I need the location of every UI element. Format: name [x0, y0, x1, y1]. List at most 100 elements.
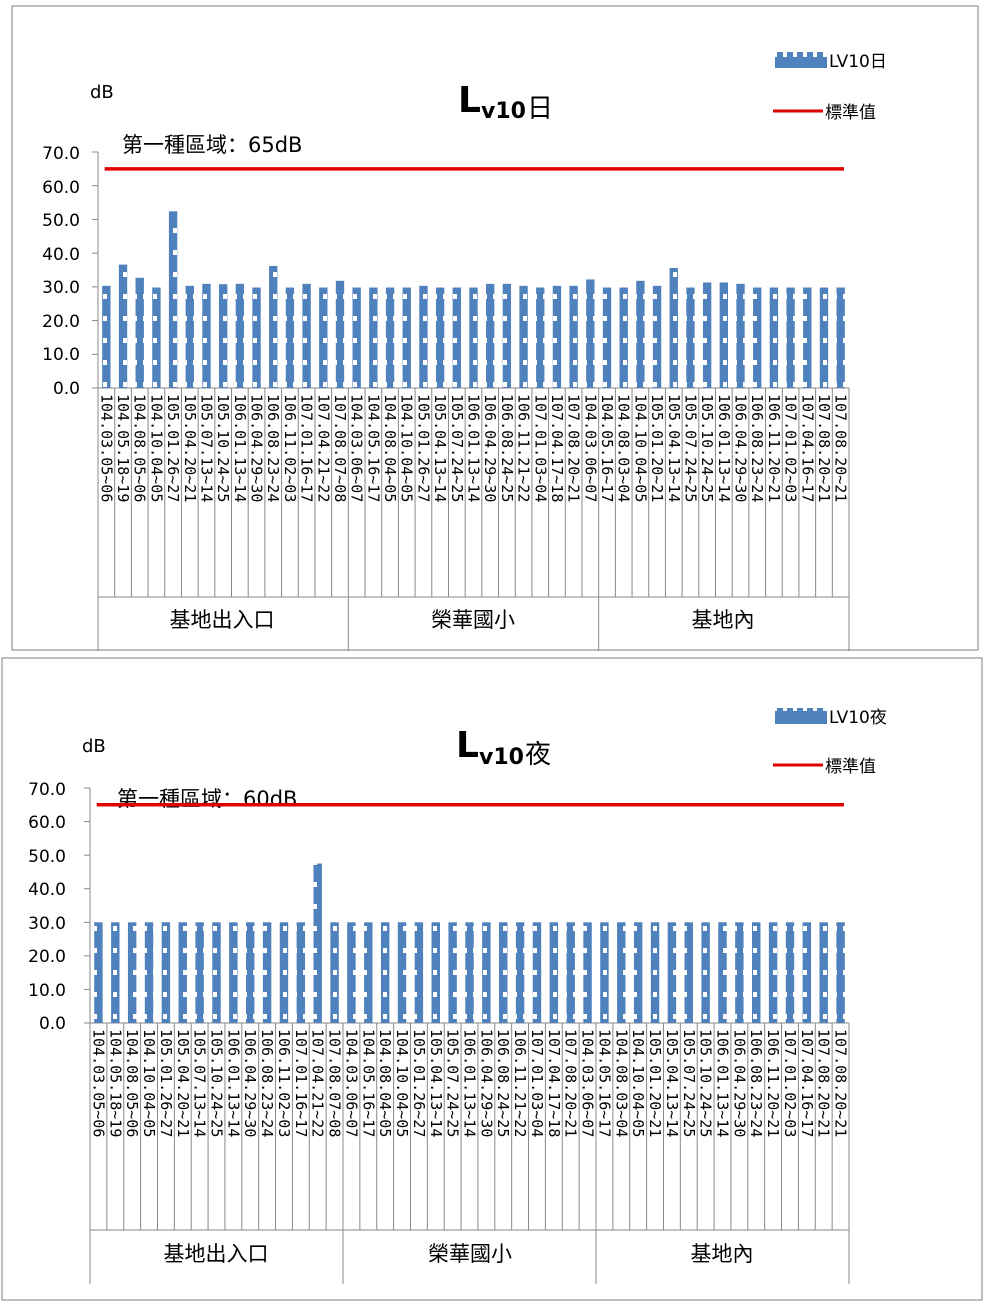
- y-tick-label: 20.0: [28, 947, 66, 967]
- bar: [285, 287, 295, 388]
- x-tick-label: 105.10.24~25: [698, 394, 716, 502]
- x-tick-label: 107.08.20~21: [565, 394, 583, 502]
- bar: [111, 922, 120, 1023]
- x-tick-label: 107.08.20~21: [815, 1029, 833, 1137]
- bar: [419, 285, 428, 388]
- x-tick-label: 105.10.24~25: [214, 394, 232, 502]
- x-tick-label: 106.04.29~30: [241, 1029, 259, 1137]
- x-tick-label: 105.04.13~14: [665, 394, 683, 502]
- group-label: 基地內: [691, 1242, 754, 1266]
- x-tick-label: 104.03.06~07: [348, 394, 366, 502]
- x-tick-label: 106.01.13~14: [465, 394, 483, 502]
- x-tick-label: 107.08.07~08: [331, 394, 349, 502]
- bar: [161, 922, 171, 1023]
- y-tick-label: 30.0: [42, 278, 80, 298]
- bar: [279, 922, 289, 1023]
- x-tick-label: 107.04.17~18: [548, 394, 566, 502]
- bar: [269, 265, 278, 388]
- bar: [218, 284, 228, 388]
- chart-night: L v10 夜 dB LV10夜 標準值 第一種區域：60dB 70.0 60.…: [1, 657, 983, 1301]
- y-axis-unit: dB: [90, 82, 114, 103]
- bar: [469, 287, 478, 388]
- x-tick-label: 104.05.16~17: [364, 394, 382, 502]
- x-tick-label: 105.07.24~25: [680, 1029, 698, 1137]
- legend-series-label: LV10夜: [829, 708, 887, 728]
- bar: [302, 283, 311, 388]
- bar: [519, 285, 528, 388]
- bar: [836, 922, 845, 1023]
- bar: [752, 922, 761, 1023]
- x-tick-label: 106.08.23~24: [748, 394, 766, 502]
- x-tick-label: 107.01.03~04: [531, 394, 549, 502]
- bar: [465, 922, 474, 1023]
- bar: [633, 922, 643, 1023]
- y-tick-label: 10.0: [42, 345, 80, 365]
- bar: [515, 922, 525, 1023]
- bar: [735, 922, 744, 1023]
- chart-title: L v10 日: [458, 80, 553, 124]
- x-tick-label: 107.08.07~08: [326, 1029, 344, 1137]
- bar: [549, 922, 559, 1023]
- bar: [566, 922, 575, 1023]
- bar: [718, 922, 727, 1023]
- x-tick-label: 106.11.02~03: [281, 394, 299, 502]
- legend-standard-label: 標準值: [825, 757, 876, 777]
- x-tick-label: 107.04.17~18: [545, 1029, 563, 1137]
- bar: [736, 283, 745, 388]
- x-tick-label: 105.07.13~14: [191, 1029, 209, 1137]
- bar: [118, 264, 128, 388]
- chart-panel-day: L v10 日 dB LV10日 標準值 第一種區域：65dB 70.0 60.…: [11, 5, 979, 651]
- x-tick-label: 107.08.20~21: [562, 1029, 580, 1137]
- x-tick-label: 105.04.13~14: [431, 394, 449, 502]
- bar: [262, 922, 272, 1023]
- x-tick-label: 105.01.26~27: [410, 1029, 428, 1137]
- bar: [385, 287, 395, 388]
- bar: [364, 922, 373, 1023]
- bar: [252, 287, 261, 388]
- x-tick-label: 104.08.05~06: [131, 394, 149, 502]
- x-tick-label: 105.04.20~21: [181, 394, 199, 502]
- bar: [397, 922, 407, 1023]
- bar: [667, 922, 677, 1023]
- x-tick-label: 104.08.03~04: [615, 394, 633, 502]
- x-tick-label: 104.05.16~17: [595, 1029, 613, 1137]
- bar: [94, 922, 103, 1023]
- bar: [347, 922, 356, 1023]
- x-tick-label: 104.10.04~05: [629, 1029, 647, 1137]
- x-tick-label: 105.10.24~25: [697, 1029, 715, 1137]
- y-axis-ticks: 70.0 60.0 50.0 40.0 30.0 20.0 10.0 0.0: [42, 144, 80, 399]
- bar: [819, 922, 828, 1023]
- bar: [552, 285, 562, 388]
- bar: [652, 285, 662, 388]
- legend-swatch-series: [775, 708, 827, 724]
- group-label: 基地出入口: [170, 608, 275, 632]
- bar: [602, 287, 612, 388]
- bar: [486, 283, 495, 388]
- bar: [803, 287, 812, 388]
- legend-series-label: LV10日: [829, 52, 887, 72]
- bar: [719, 282, 729, 388]
- bar: [102, 285, 111, 388]
- x-tick-label: 105.01.26~27: [157, 1029, 175, 1137]
- legend: LV10日 標準值: [773, 52, 887, 123]
- x-tick-label: 106.01.13~14: [224, 1029, 242, 1137]
- x-tick-label: 106.01.13~14: [231, 394, 249, 502]
- bar: [178, 922, 187, 1023]
- x-tick-label: 105.01.20~21: [648, 394, 666, 502]
- bar: [802, 922, 812, 1023]
- y-tick-label: 0.0: [39, 1014, 66, 1034]
- bar: [650, 922, 660, 1023]
- x-tick-label: 105.07.24~25: [681, 394, 699, 502]
- bar: [586, 279, 595, 388]
- bar: [600, 922, 609, 1023]
- x-tick-label: 106.11.21~22: [515, 394, 533, 502]
- x-tick-label: 105.10.24~25: [208, 1029, 226, 1137]
- bar: [502, 283, 512, 388]
- x-tick-label: 105.01.26~27: [414, 394, 432, 502]
- y-tick-label: 40.0: [28, 880, 66, 900]
- bar: [229, 922, 238, 1023]
- x-tick-label: 107.04.16~17: [798, 394, 816, 502]
- x-tick-label: 106.04.29~30: [732, 394, 750, 502]
- x-tick-label: 106.01.13~14: [461, 1029, 479, 1137]
- group-labels: 基地出入口 榮華國小 基地內: [170, 608, 755, 632]
